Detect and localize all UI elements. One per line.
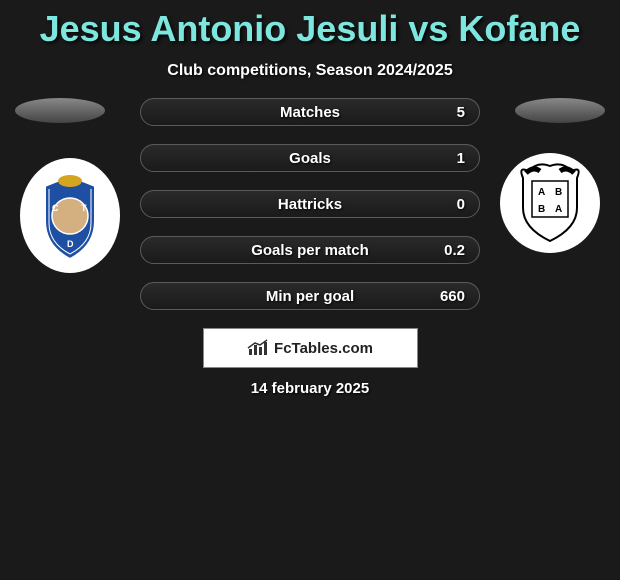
comparison-card: Jesus Antonio Jesuli vs Kofane Club comp…: [0, 0, 620, 397]
albacete-shield-icon: A B B A: [518, 163, 583, 243]
date-text: 14 february 2025: [251, 380, 369, 397]
stat-value: 5: [457, 104, 465, 121]
chart-icon: [247, 339, 269, 357]
subtitle: Club competitions, Season 2024/2025: [167, 62, 452, 80]
stat-pill-goals: Goals 1: [140, 144, 480, 172]
club-badge-left: C T D: [20, 158, 120, 273]
stat-label: Hattricks: [278, 196, 342, 213]
svg-text:A: A: [555, 204, 562, 215]
stat-pill-hattricks: Hattricks 0: [140, 190, 480, 218]
player-avatar-left: [15, 98, 105, 123]
stats-section: C T D A B B A Matches 5 Goals: [0, 98, 620, 310]
stat-label: Goals: [289, 150, 331, 167]
svg-text:T: T: [81, 203, 87, 213]
club-badge-right: A B B A: [500, 153, 600, 253]
svg-text:B: B: [555, 187, 562, 198]
stat-pill-min-per-goal: Min per goal 660: [140, 282, 480, 310]
svg-text:C: C: [52, 203, 59, 213]
player-avatar-right: [515, 98, 605, 123]
page-title: Jesus Antonio Jesuli vs Kofane: [40, 8, 581, 50]
tenerife-shield-icon: C T D: [35, 171, 105, 261]
stat-pill-matches: Matches 5: [140, 98, 480, 126]
stat-label: Min per goal: [266, 288, 354, 305]
svg-text:A: A: [538, 187, 545, 198]
stats-column: Matches 5 Goals 1 Hattricks 0 Goals per …: [140, 98, 480, 310]
watermark-box: FcTables.com: [203, 328, 418, 368]
stat-label: Matches: [280, 104, 340, 121]
stat-value: 0.2: [444, 242, 465, 259]
stat-value: 660: [440, 288, 465, 305]
stat-pill-goals-per-match: Goals per match 0.2: [140, 236, 480, 264]
stat-value: 1: [457, 150, 465, 167]
stat-label: Goals per match: [251, 242, 369, 259]
svg-text:D: D: [67, 239, 74, 249]
watermark-text: FcTables.com: [274, 340, 373, 357]
stat-value: 0: [457, 196, 465, 213]
svg-text:B: B: [538, 204, 545, 215]
